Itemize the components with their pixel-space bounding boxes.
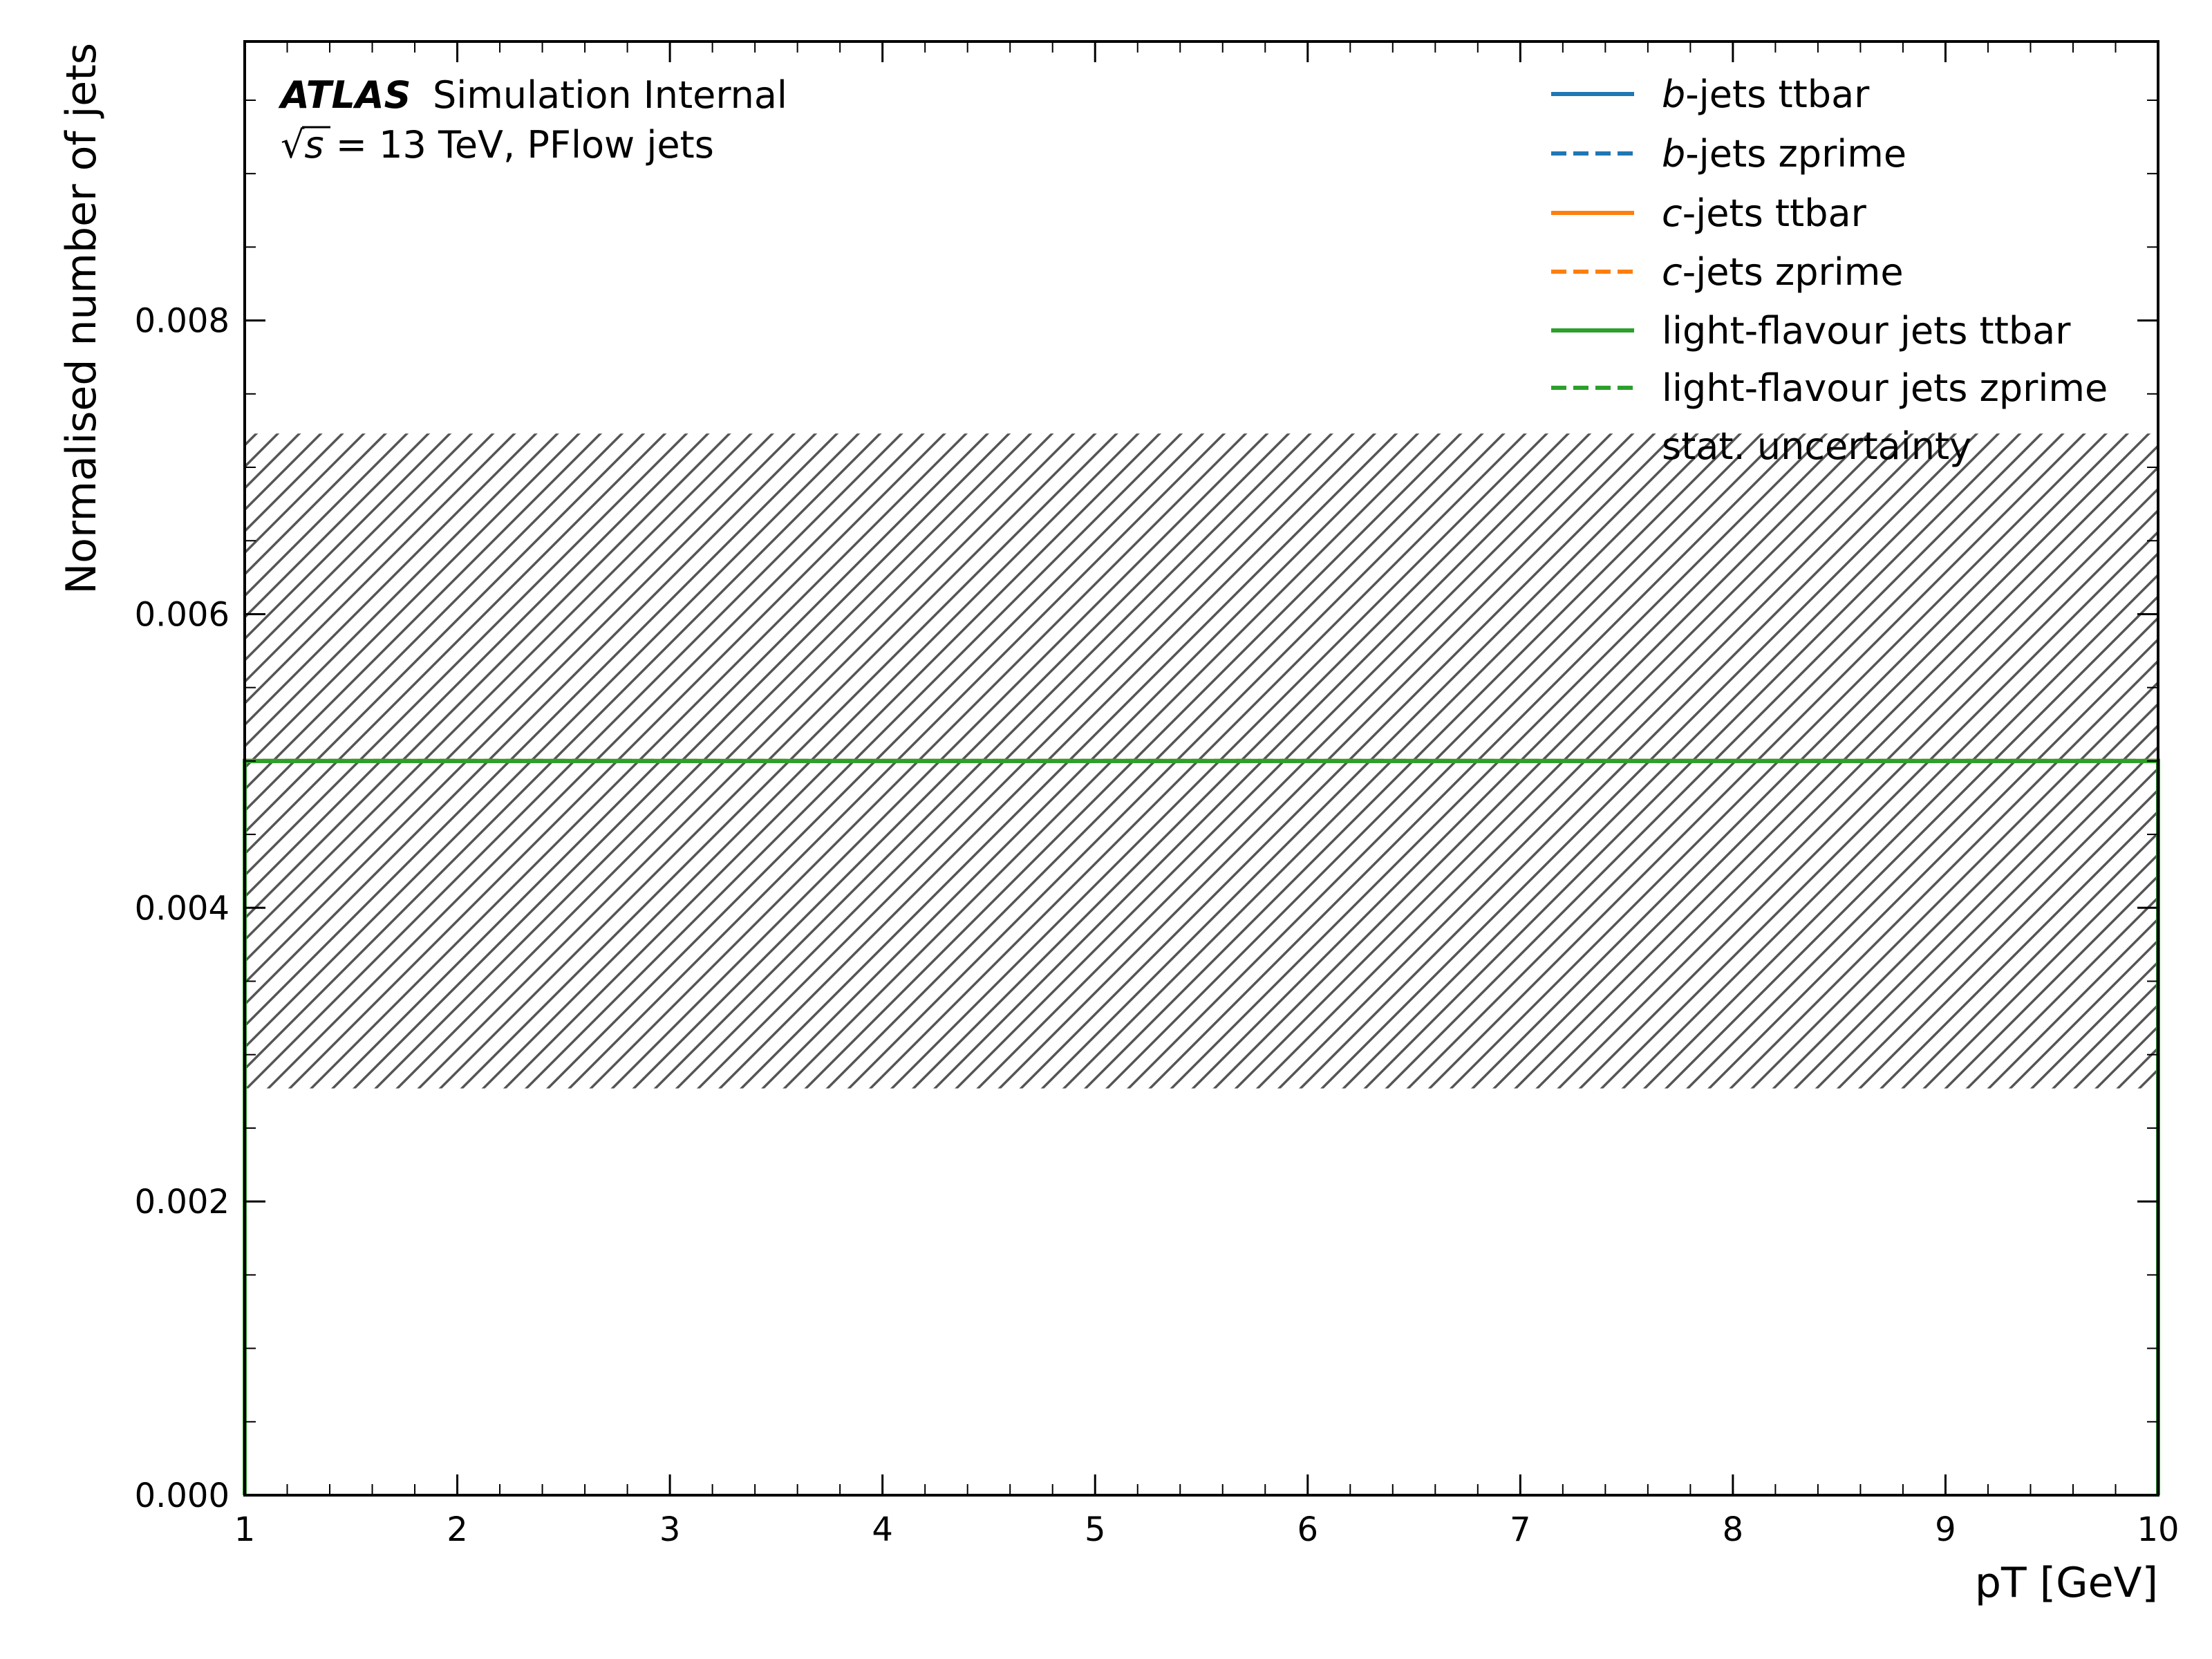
legend-label-flavour: b — [1662, 73, 1685, 116]
y-tick-label: 0.002 — [135, 1183, 229, 1221]
atlas-label: ATLAS — [278, 73, 411, 117]
energy-variable: s — [304, 123, 324, 167]
y-tick-label: 0.000 — [135, 1477, 229, 1515]
legend-label-flavour: b — [1662, 132, 1685, 176]
legend-label-flavour: c — [1662, 191, 1683, 235]
legend-label-0: b-jets ttbar — [1662, 73, 1870, 116]
y-tick-label: 0.004 — [135, 889, 229, 928]
y-axis-label: Normalised number of jets — [57, 43, 106, 594]
legend-label-text: light-flavour jets ttbar — [1662, 309, 2071, 353]
legend-label-text: -jets ttbar — [1685, 73, 1870, 116]
legend-label-5: light-flavour jets zprime — [1662, 366, 2108, 410]
sqrt-symbol: √ — [281, 123, 305, 167]
legend-label-text: light-flavour jets zprime — [1662, 366, 2108, 410]
x-tick-label: 9 — [1935, 1510, 1956, 1549]
x-tick-label: 5 — [1085, 1510, 1106, 1549]
x-tick-label: 8 — [1723, 1510, 1744, 1549]
plot-frame — [243, 40, 2159, 1497]
legend-label-4: light-flavour jets ttbar — [1662, 309, 2071, 353]
energy-label: √s = 13 TeV, PFlow jets — [281, 123, 714, 167]
x-tick-label: 3 — [659, 1510, 681, 1549]
legend-label-uncertainty: stat. uncertainty — [1662, 424, 1971, 468]
status-label: Simulation Internal — [433, 73, 787, 117]
legend-label-text: -jets zprime — [1683, 250, 1904, 294]
x-tick-label: 6 — [1297, 1510, 1319, 1549]
y-tick-label: 0.006 — [135, 595, 229, 634]
legend-label-flavour: c — [1662, 250, 1683, 294]
x-tick-label: 4 — [872, 1510, 893, 1549]
x-tick-label: 10 — [2137, 1510, 2179, 1549]
energy-text: = 13 TeV, PFlow jets — [324, 123, 714, 167]
x-axis-label: pT [GeV] — [1975, 1559, 2158, 1607]
x-tick-label: 7 — [1510, 1510, 1531, 1549]
x-tick-label: 1 — [234, 1510, 256, 1549]
y-tick-label: 0.008 — [135, 302, 229, 341]
legend-label-text: -jets ttbar — [1683, 191, 1867, 235]
legend-label-2: c-jets ttbar — [1662, 191, 1867, 235]
legend-label-1: b-jets zprime — [1662, 132, 1906, 176]
legend-label-3: c-jets zprime — [1662, 250, 1904, 294]
x-tick-label: 2 — [447, 1510, 468, 1549]
legend-label-text: -jets zprime — [1685, 132, 1906, 176]
